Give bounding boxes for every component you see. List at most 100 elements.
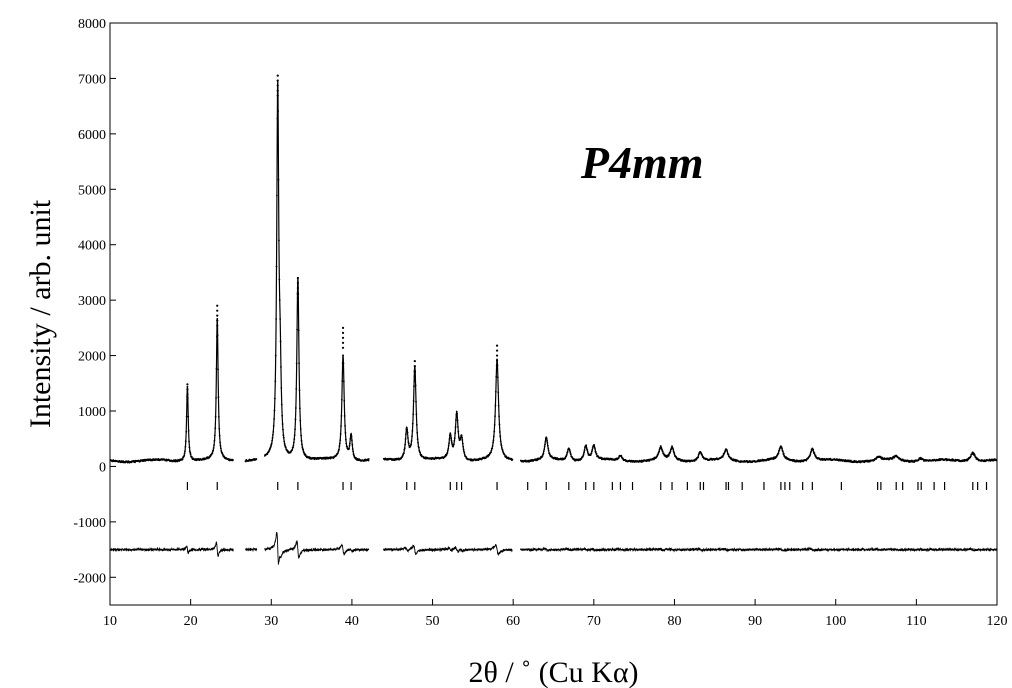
observed-point [184, 445, 187, 448]
observed-peak-point [413, 369, 416, 373]
observed-point [543, 445, 546, 448]
observed-point [591, 447, 594, 449]
observed-point [546, 439, 548, 442]
observed-point [419, 451, 421, 454]
observed-peak-point [413, 374, 416, 378]
observed-point [448, 442, 450, 445]
y-axis: -2000 -1000 0 1000 2000 3000 4000 5000 6000 7000 8… [73, 17, 116, 586]
observed-point [298, 362, 300, 365]
observed-peak-point [216, 309, 219, 312]
observed-point [542, 452, 545, 455]
y-tick-label: 5000 [78, 183, 106, 198]
observed-point [220, 450, 223, 452]
observed-point [189, 451, 192, 454]
observed-peak-point [341, 341, 345, 344]
observed-point [269, 445, 272, 448]
observed-point [721, 455, 724, 458]
observed-point [456, 419, 459, 422]
observed-peak-point [341, 336, 345, 339]
observed-point [280, 403, 283, 406]
observed-point [891, 457, 894, 460]
observed-point [297, 329, 300, 332]
observed-point [658, 450, 661, 453]
observed-point [292, 444, 295, 447]
observed-point [301, 443, 303, 446]
observed-peak-point [296, 286, 299, 290]
observed-peak-point [216, 304, 219, 307]
observed-point [547, 447, 550, 450]
observed-point [181, 458, 184, 461]
observed-point [282, 436, 285, 439]
observed-point [672, 448, 675, 451]
observed-peak-point [276, 79, 279, 82]
observed-point [218, 427, 221, 430]
observed-point [348, 442, 351, 445]
observed-point [345, 442, 348, 445]
plot-area [110, 74, 997, 566]
observed-point [453, 439, 456, 442]
observed-point [490, 449, 493, 452]
observed-peak-point [276, 74, 279, 77]
observed-point [277, 110, 280, 112]
observed-point [299, 428, 302, 430]
observed-point [282, 428, 284, 431]
observed-point [805, 459, 808, 462]
observed-point [463, 452, 466, 454]
observed-peak-point [413, 360, 416, 363]
observed-point [493, 430, 496, 433]
y-tick-label: -2000 [73, 571, 106, 586]
observed-point [498, 423, 501, 426]
plot-content [110, 74, 997, 566]
observed-point [189, 453, 192, 456]
observed-point [501, 449, 504, 452]
observed-point [451, 441, 453, 444]
observed-point [217, 415, 220, 418]
observed-point [617, 456, 620, 459]
observed-point [280, 366, 282, 368]
observed-point [495, 375, 498, 378]
observed-point [666, 455, 669, 458]
observed-point [586, 451, 589, 453]
observed-point [544, 443, 546, 446]
x-axis: 10 20 30 40 50 60 70 80 90 100 110 120 [103, 599, 1008, 629]
observed-peak-point [341, 346, 345, 349]
observed-point [278, 278, 281, 281]
observed-point [491, 445, 494, 447]
observed-point [215, 397, 217, 399]
observed-point [350, 433, 352, 436]
observed-point [275, 265, 278, 268]
observed-point [295, 362, 298, 365]
observed-point [450, 437, 452, 439]
observed-point [184, 450, 186, 453]
observed-point [183, 452, 186, 455]
observed-peak-point [186, 383, 189, 386]
observed-point [188, 440, 190, 443]
observed-point [547, 449, 550, 452]
observed-point [343, 399, 346, 402]
observed-point [351, 443, 354, 446]
observed-point [367, 458, 370, 460]
observed-point [494, 404, 497, 407]
observed-point [511, 458, 514, 461]
observed-point [283, 442, 286, 445]
observed-point [218, 434, 221, 437]
observed-peak-point [495, 349, 499, 352]
observed-point [278, 299, 281, 301]
observed-point [493, 423, 496, 426]
observed-point [284, 444, 286, 447]
observed-point [447, 447, 450, 450]
observed-point [273, 409, 276, 412]
observed-point [701, 454, 704, 457]
observed-point [491, 447, 494, 450]
observed-point [586, 449, 589, 452]
observed-point [446, 452, 449, 454]
observed-point [569, 453, 572, 456]
x-tick-label: 20 [184, 614, 198, 629]
observed-point [543, 448, 546, 451]
observed-point [293, 438, 296, 441]
observed-point [969, 455, 972, 458]
observed-point [188, 446, 191, 449]
observed-peak-point [341, 331, 345, 334]
observed-point [300, 439, 303, 442]
observed-point [213, 444, 215, 447]
